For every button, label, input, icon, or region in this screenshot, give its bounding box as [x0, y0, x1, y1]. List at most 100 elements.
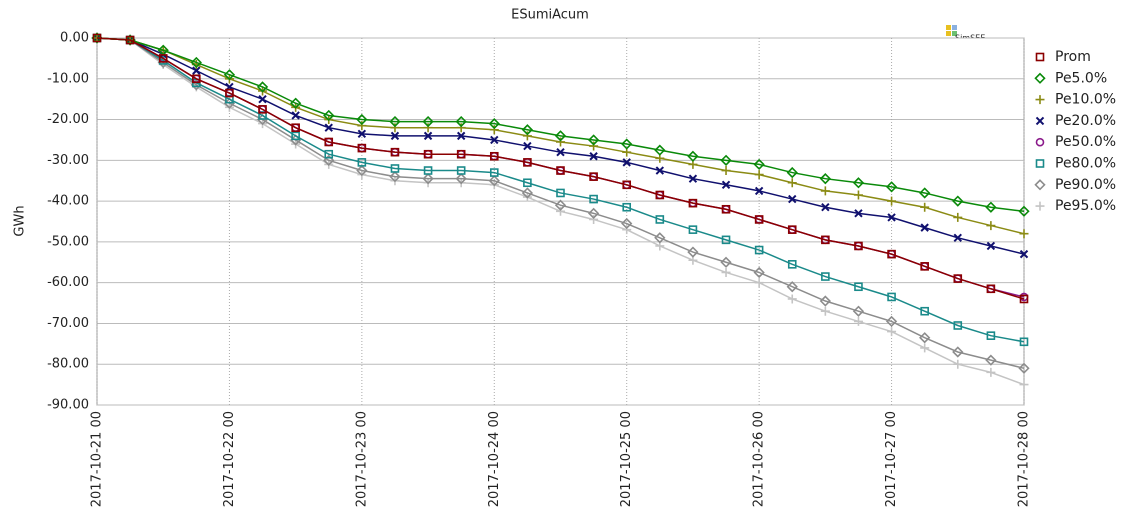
marker	[1019, 249, 1029, 259]
marker	[1019, 337, 1029, 347]
logo-square	[952, 25, 957, 30]
chart-title: ESumiAcum	[511, 8, 589, 23]
marker	[852, 177, 865, 189]
legend-label: Pe5.0%	[1055, 70, 1107, 86]
marker	[920, 343, 930, 353]
legend-label: Pe10.0%	[1055, 92, 1116, 108]
x-tick-label: 2017-10-25 00	[619, 411, 634, 507]
marker	[556, 206, 565, 216]
marker	[852, 305, 865, 317]
logo-square	[952, 31, 957, 36]
marker	[786, 166, 798, 179]
marker	[556, 166, 565, 175]
y-tick-label: -50.00	[47, 234, 89, 249]
marker	[820, 306, 830, 316]
marker	[688, 174, 698, 183]
marker	[952, 346, 964, 358]
marker	[589, 214, 599, 224]
marker	[521, 124, 534, 136]
marker	[854, 241, 863, 251]
marker	[1018, 205, 1030, 217]
x-tick-label: 2017-10-23 00	[354, 411, 369, 507]
marker	[589, 141, 599, 151]
marker	[423, 166, 433, 175]
marker	[920, 202, 930, 212]
marker	[788, 194, 797, 204]
series-line	[96, 37, 1025, 300]
marker	[655, 215, 665, 224]
marker	[885, 181, 898, 193]
marker	[787, 225, 797, 234]
marker	[754, 170, 764, 180]
marker	[456, 123, 466, 133]
marker	[589, 152, 598, 161]
marker	[589, 172, 598, 181]
marker	[986, 221, 996, 231]
legend-label: Pe50.0%	[1055, 134, 1116, 150]
marker	[190, 56, 202, 69]
marker	[654, 232, 666, 244]
marker	[887, 213, 896, 222]
legend-label: Pe80.0%	[1055, 156, 1116, 172]
marker	[455, 115, 467, 128]
marker	[324, 149, 334, 159]
marker	[258, 111, 267, 120]
marker	[1018, 362, 1030, 374]
marker	[721, 204, 731, 214]
marker	[589, 194, 598, 204]
marker	[291, 111, 300, 120]
marker	[521, 187, 534, 199]
y-axis-label: GWh	[13, 205, 28, 236]
legend-label: Prom	[1055, 49, 1091, 65]
marker	[754, 186, 764, 196]
x-tick-label: 2017-10-22 00	[222, 411, 237, 507]
marker	[952, 195, 964, 207]
marker	[621, 217, 633, 230]
marker	[721, 166, 731, 176]
marker	[986, 241, 996, 251]
marker	[654, 144, 666, 156]
marker	[821, 272, 830, 281]
marker	[754, 215, 764, 224]
marker	[688, 225, 698, 234]
marker	[1035, 116, 1045, 126]
marker	[1019, 380, 1029, 390]
marker	[920, 262, 929, 271]
marker	[390, 147, 400, 157]
marker	[488, 175, 500, 187]
y-tick-label: -40.00	[47, 194, 89, 209]
marker	[1034, 72, 1046, 84]
marker	[786, 281, 798, 293]
marker	[720, 256, 732, 268]
marker	[192, 74, 201, 84]
marker	[920, 223, 929, 232]
series	[91, 32, 1030, 217]
x-tick-label: 2017-10-27 00	[884, 411, 899, 507]
marker	[92, 33, 102, 43]
marker	[324, 123, 333, 132]
marker	[422, 115, 434, 128]
marker	[1035, 159, 1045, 168]
marker	[953, 274, 963, 283]
marker	[291, 123, 300, 133]
marker	[554, 199, 567, 211]
y-tick-label: -60.00	[47, 275, 89, 290]
marker	[622, 225, 632, 235]
marker	[621, 138, 633, 150]
x-tick-label: 2017-10-24 00	[487, 411, 502, 507]
marker	[622, 202, 632, 212]
y-tick-label: -80.00	[47, 357, 89, 372]
marker	[787, 294, 797, 304]
marker	[489, 151, 499, 161]
marker	[389, 115, 401, 128]
marker	[1035, 201, 1045, 211]
marker	[985, 354, 997, 366]
marker	[223, 69, 236, 81]
marker	[720, 154, 732, 166]
marker	[323, 154, 335, 166]
legend-label: Pe95.0%	[1055, 198, 1116, 214]
marker	[522, 131, 532, 141]
marker	[1035, 137, 1045, 147]
marker	[488, 118, 500, 130]
series	[92, 33, 1029, 347]
